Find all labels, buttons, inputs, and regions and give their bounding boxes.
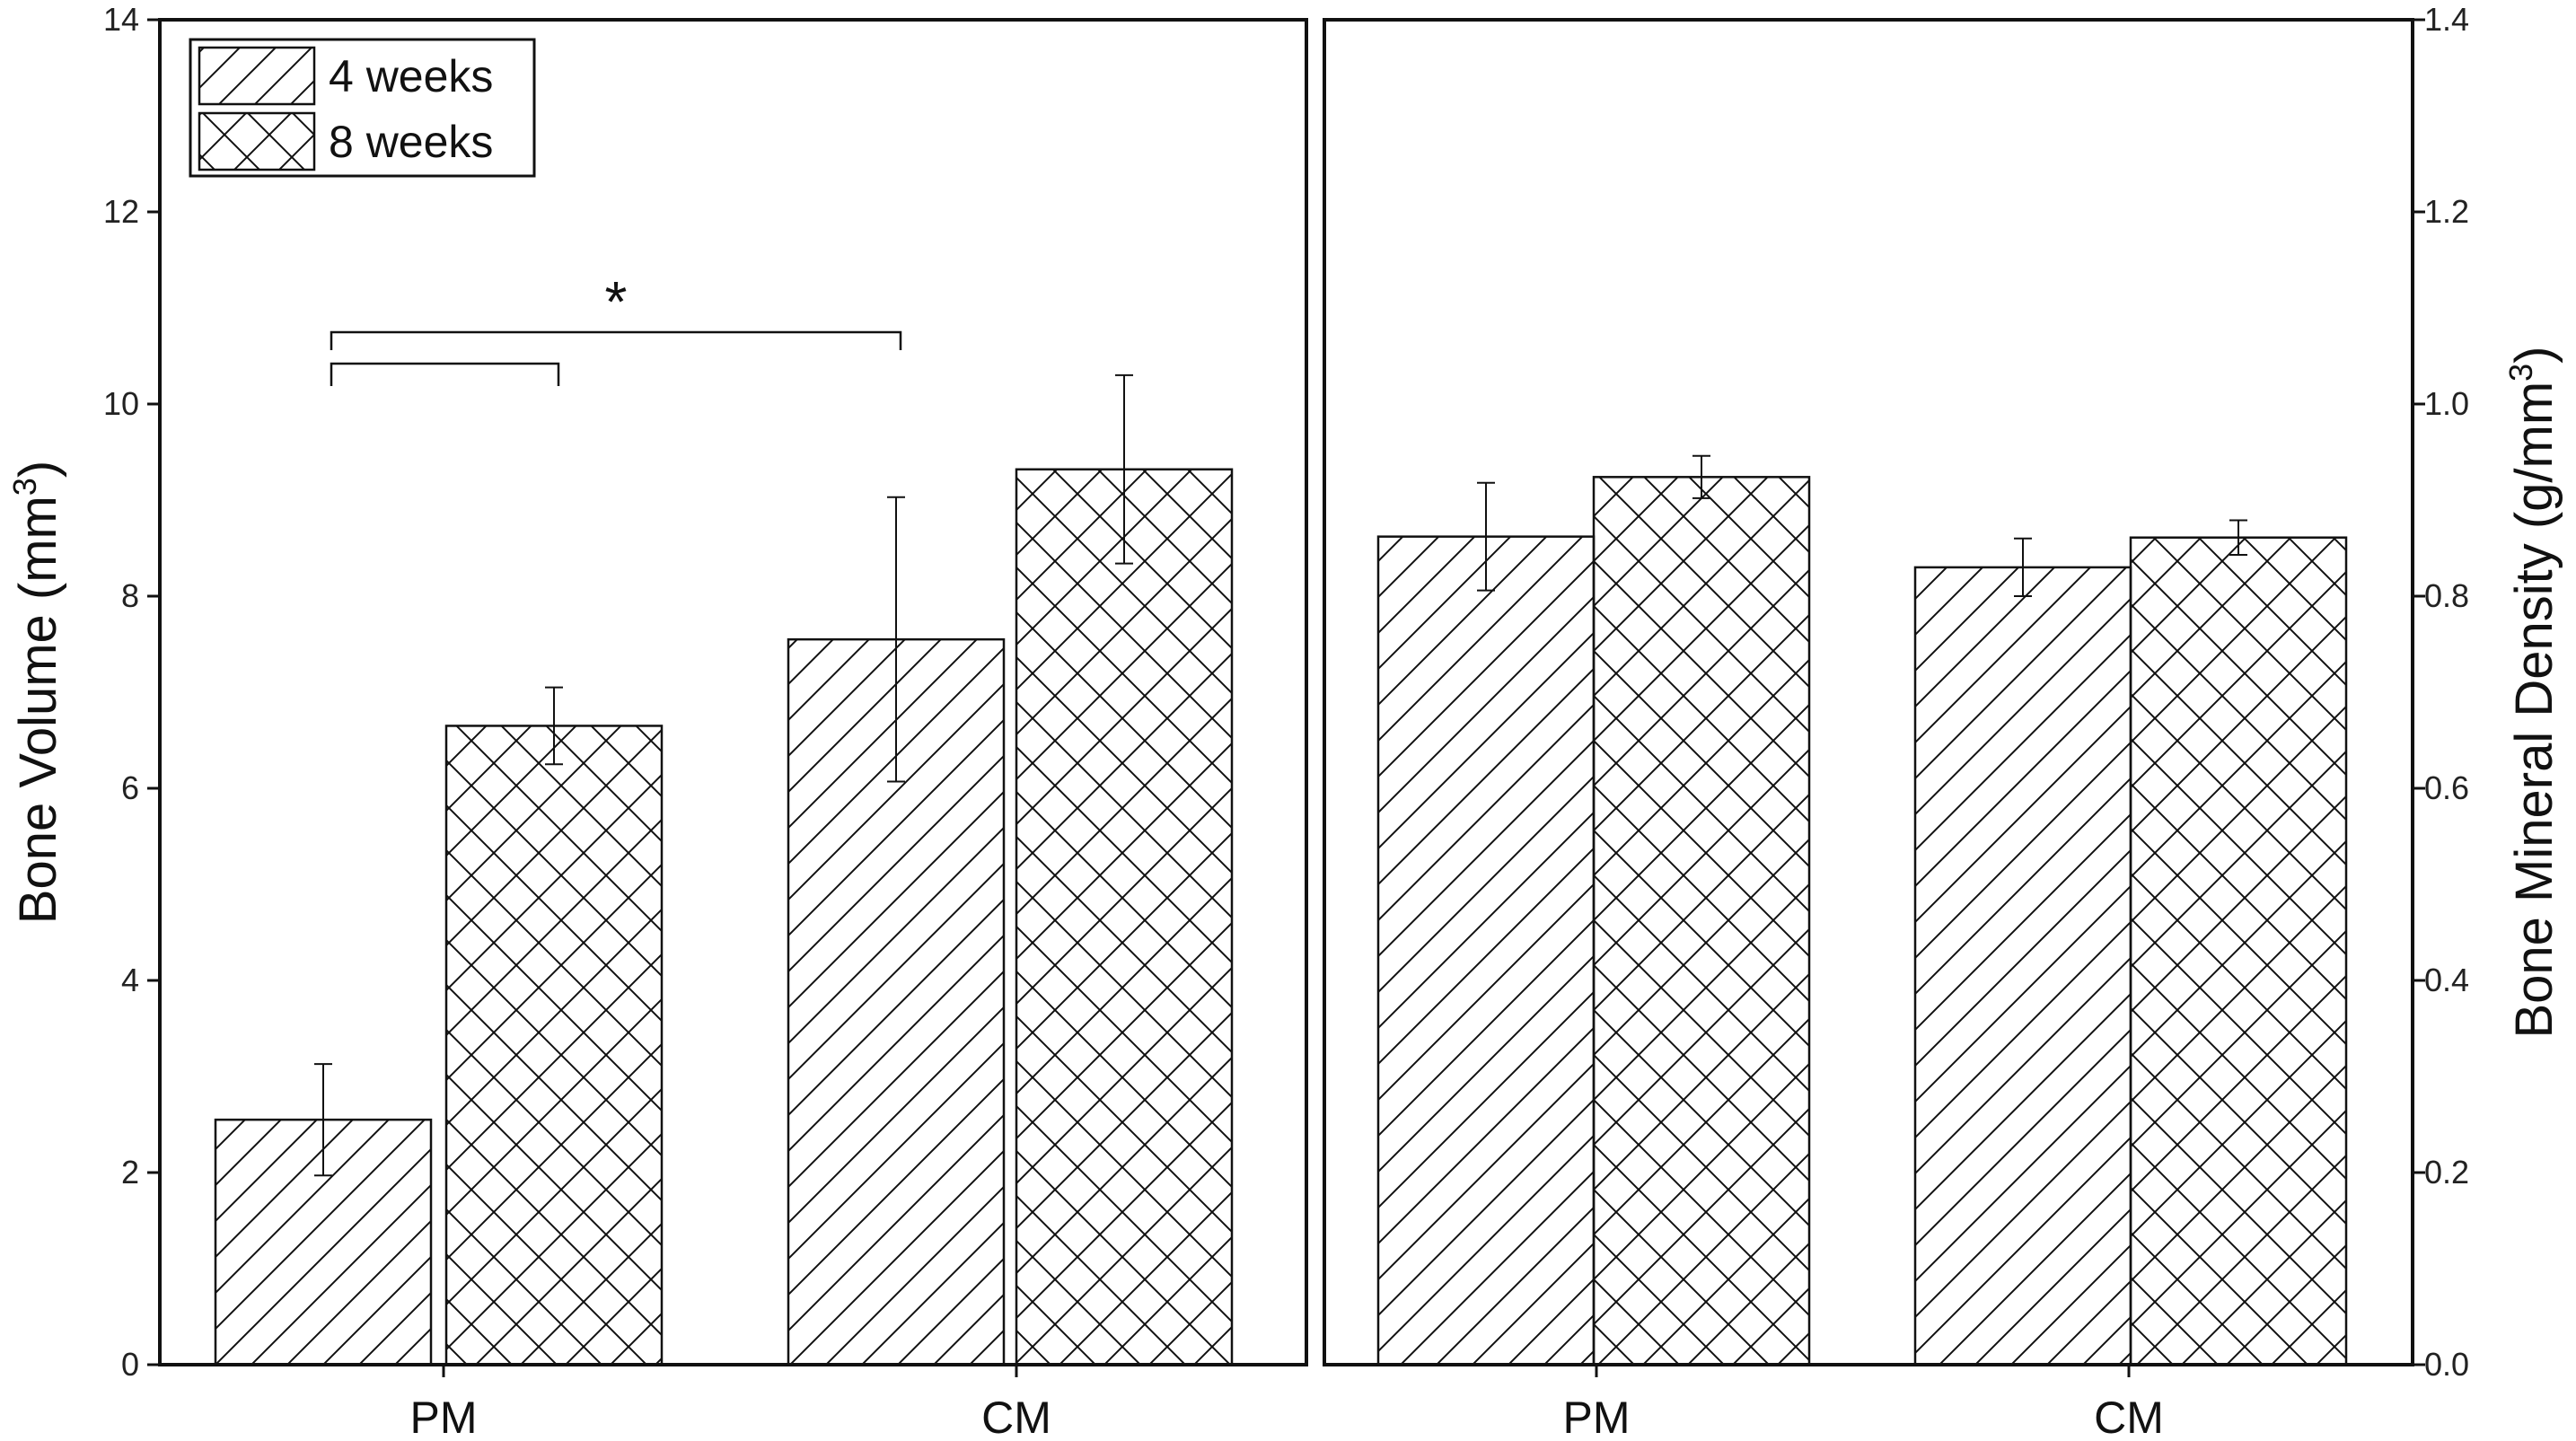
right-category-label-cm: CM bbox=[2094, 1393, 2164, 1441]
legend-item-8-weeks: 8 weeks bbox=[198, 111, 493, 171]
legend-swatch-4-weeks bbox=[198, 46, 316, 106]
right-bar-cm-4w bbox=[1913, 566, 2132, 1366]
right-plot-frame bbox=[1323, 18, 2414, 1366]
right-category-labels: PM CM bbox=[1563, 1365, 2164, 1441]
left-category-labels: PM CM bbox=[410, 1365, 1051, 1441]
right-y-tick-label: 0.6 bbox=[2424, 769, 2469, 806]
right-bar-pm-8w bbox=[1592, 476, 1811, 1366]
left-y-tick-label: 4 bbox=[121, 962, 139, 998]
right-category-label-pm: PM bbox=[1563, 1393, 1631, 1441]
right-y-axis-title: Bone Mineral Density (g/mm3) bbox=[2502, 346, 2563, 1038]
left-y-tick-label: 14 bbox=[103, 1, 139, 38]
left-plot-frame bbox=[158, 18, 1308, 1366]
left-category-label-cm: CM bbox=[981, 1393, 1051, 1441]
significance-annotation bbox=[330, 330, 902, 386]
right-y-tick-label: 1.4 bbox=[2424, 1, 2469, 38]
legend-swatch-8-weeks bbox=[198, 111, 316, 171]
legend-item-4-weeks: 4 weeks bbox=[198, 46, 493, 106]
right-y-tick-label: 0.4 bbox=[2424, 962, 2469, 998]
left-y-tick-label: 6 bbox=[121, 769, 139, 806]
significance-bracket-upper bbox=[330, 330, 902, 350]
left-category-label-pm: PM bbox=[410, 1393, 478, 1441]
left-bar-cm-8w bbox=[1015, 468, 1234, 1366]
left-y-tick-label: 0 bbox=[121, 1346, 139, 1383]
legend-label-8-weeks: 8 weeks bbox=[329, 117, 493, 167]
bone-mineral-density-panel: 0.0 0.2 0.4 0.6 0.8 1.0 1.2 1.4 PM CM Bone Miner… bbox=[1323, 1, 2563, 1441]
right-y-tick-label: 0.0 bbox=[2424, 1346, 2469, 1383]
right-y-tick-label: 1.0 bbox=[2424, 385, 2469, 422]
left-y-tick-label: 10 bbox=[103, 385, 139, 422]
legend-label-4-weeks: 4 weeks bbox=[329, 51, 493, 101]
bone-volume-panel: 0 2 4 6 8 10 12 14 PM CM Bone Volume (mm3) * 4 w… bbox=[6, 1, 1308, 1441]
right-y-axis-ticks: 0.0 0.2 0.4 0.6 0.8 1.0 1.2 1.4 bbox=[2413, 1, 2469, 1383]
right-y-tick-label: 0.8 bbox=[2424, 577, 2469, 614]
right-bar-pm-4w bbox=[1376, 535, 1596, 1366]
right-y-tick-label: 1.2 bbox=[2424, 193, 2469, 230]
significance-marker: * bbox=[605, 269, 628, 334]
left-error-bars bbox=[314, 373, 1133, 1177]
left-bars bbox=[214, 468, 1234, 1366]
left-y-tick-label: 8 bbox=[121, 577, 139, 614]
right-bar-cm-8w bbox=[2129, 536, 2348, 1366]
left-y-tick-label: 12 bbox=[103, 193, 139, 230]
left-bar-pm-4w bbox=[214, 1118, 433, 1366]
left-y-tick-label: 2 bbox=[121, 1154, 139, 1191]
right-y-tick-label: 0.2 bbox=[2424, 1154, 2469, 1191]
left-y-axis-ticks: 0 2 4 6 8 10 12 14 bbox=[103, 1, 160, 1383]
legend: 4 weeks 8 weeks bbox=[189, 38, 536, 178]
right-error-bars bbox=[1477, 454, 2247, 597]
left-y-axis-title: Bone Volume (mm3) bbox=[6, 461, 67, 924]
right-bars bbox=[1376, 476, 2348, 1366]
significance-bracket-lower bbox=[330, 362, 560, 386]
left-bar-pm-8w bbox=[444, 725, 664, 1366]
